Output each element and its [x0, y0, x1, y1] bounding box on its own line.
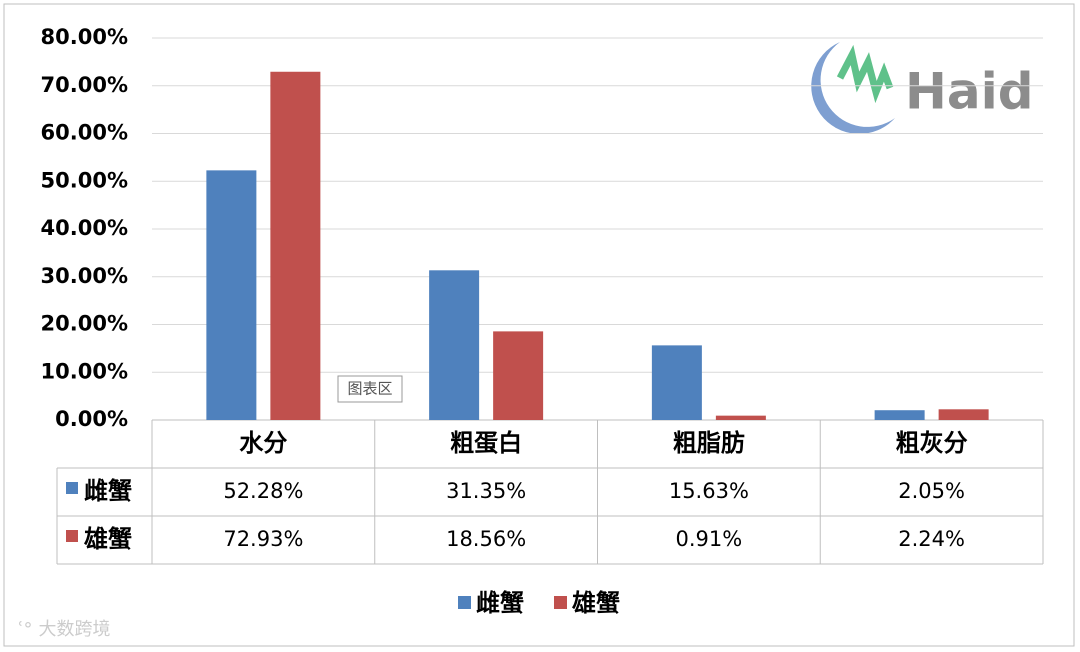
x-tick-label: 粗脂肪: [673, 429, 745, 457]
bar: [206, 170, 257, 420]
bar: [938, 409, 989, 420]
y-tick-label: 80.00%: [41, 25, 128, 49]
y-tick-label: 10.00%: [41, 359, 128, 383]
watermark-icon: ʿ°: [18, 619, 33, 640]
logo-crescent: [811, 42, 895, 134]
y-tick-label: 50.00%: [41, 168, 128, 192]
logo: Haid: [811, 42, 1034, 134]
x-tick-label: 粗灰分: [896, 429, 968, 457]
tooltip-box: [337, 375, 403, 403]
logo-wave: [836, 44, 894, 104]
y-tick-label: 20.00%: [41, 312, 128, 336]
table-legend-key: [66, 530, 78, 542]
x-tick-label: 粗蛋白: [450, 429, 522, 457]
table-legend-key: [66, 482, 78, 494]
watermark-text: 大数跨境: [39, 619, 111, 640]
table-cell: 2.24%: [898, 527, 965, 551]
table-cell: 2.05%: [898, 479, 965, 503]
bar: [715, 415, 766, 420]
tooltip: 图表区: [347, 380, 392, 398]
y-tick-label: 0.00%: [55, 407, 128, 431]
table-row-label: 雌蟹: [84, 477, 132, 505]
legend-label: 雌蟹: [476, 589, 524, 617]
legend-key: [554, 596, 567, 609]
logo-text: Haid: [905, 63, 1034, 121]
legend-label: 雄蟹: [571, 589, 620, 617]
table-row-label: 雄蟹: [83, 525, 132, 553]
table-cell: 31.35%: [446, 479, 526, 503]
table-cell: 72.93%: [223, 527, 303, 551]
table-cell: 18.56%: [446, 527, 526, 551]
y-tick-label: 60.00%: [41, 121, 128, 145]
y-tick-label: 30.00%: [41, 264, 128, 288]
table-cell: 0.91%: [676, 527, 743, 551]
watermark: ʿ° 大数跨境: [18, 619, 111, 640]
bar: [429, 270, 480, 420]
bar: [493, 331, 544, 420]
y-tick-label: 40.00%: [41, 216, 128, 240]
legend-key: [458, 596, 471, 609]
table-cell: 52.28%: [223, 479, 303, 503]
bar: [874, 410, 925, 420]
bar: [270, 71, 321, 420]
y-tick-label: 70.00%: [41, 73, 128, 97]
bar: [651, 345, 702, 420]
x-tick-label: 水分: [239, 429, 287, 457]
table-cell: 15.63%: [669, 479, 749, 503]
